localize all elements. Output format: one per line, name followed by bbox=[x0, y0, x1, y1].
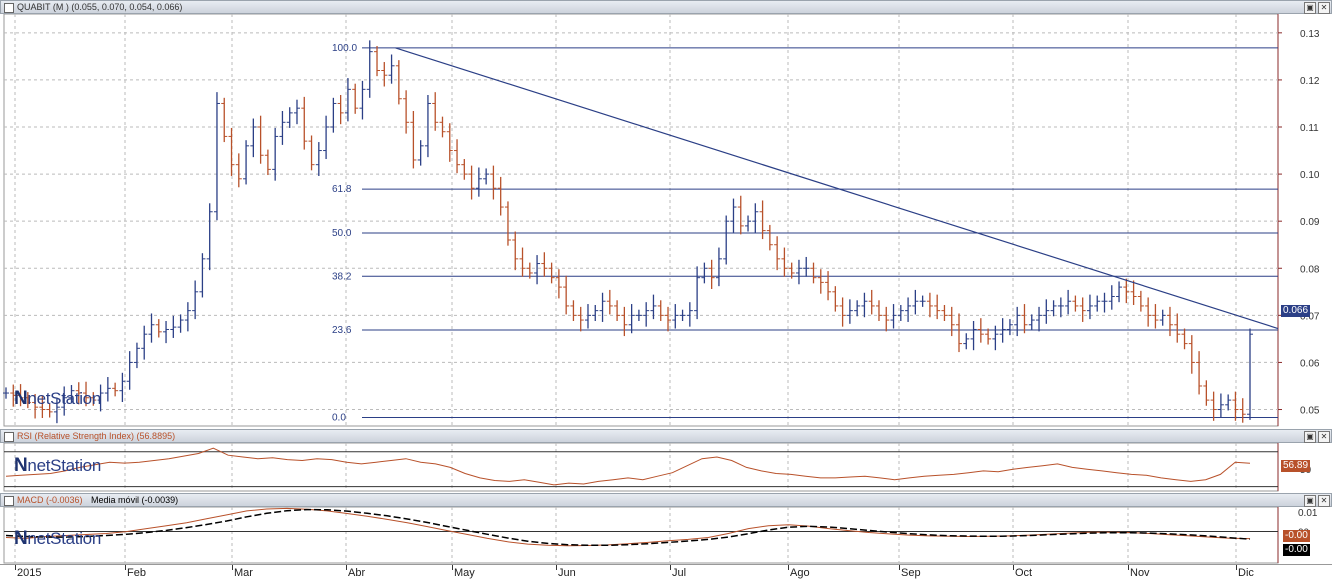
x-tick bbox=[899, 565, 900, 570]
x-tick bbox=[346, 565, 347, 570]
rsi-line bbox=[5, 447, 1251, 486]
rsi-chart: 50 bbox=[3, 443, 1312, 492]
rsi-panel-header: RSI (Relative Strength Index) (56.8895) … bbox=[0, 429, 1332, 443]
restore-button[interactable]: ▣ bbox=[1304, 2, 1316, 14]
close-button[interactable]: ✕ bbox=[1318, 431, 1330, 443]
fib-label: 61.8 bbox=[332, 184, 352, 195]
price-chart: 0.050.060.070.080.090.100.110.120.13100.… bbox=[3, 14, 1320, 427]
fib-label: 100.0 bbox=[332, 43, 357, 54]
x-tick bbox=[1236, 565, 1237, 570]
x-tick-label: Feb bbox=[127, 567, 146, 579]
x-tick-label: Mar bbox=[234, 567, 253, 579]
x-tick bbox=[556, 565, 557, 570]
x-tick-label: Dic bbox=[1238, 567, 1254, 579]
logo-text: netStation bbox=[27, 456, 101, 475]
x-tick bbox=[125, 565, 126, 570]
x-tick bbox=[788, 565, 789, 570]
y-tick-label: 0.09 bbox=[1300, 217, 1320, 228]
logo-text: netStation bbox=[27, 389, 101, 408]
plot-area bbox=[3, 443, 1279, 492]
plot-area bbox=[3, 507, 1279, 564]
signal-title: Media móvil (-0.0039) bbox=[91, 495, 179, 505]
trendline bbox=[395, 47, 1279, 330]
plot-area bbox=[3, 14, 1279, 427]
x-tick-label: Sep bbox=[901, 567, 921, 579]
signal-last-tag: -0.00 bbox=[1283, 544, 1310, 556]
netstation-logo: NnetStation bbox=[14, 455, 101, 477]
signal-line bbox=[5, 508, 1251, 547]
panel-checkbox[interactable] bbox=[4, 432, 14, 442]
fib-label: 0.0 bbox=[332, 413, 346, 424]
x-tick-label: Abr bbox=[348, 567, 366, 579]
x-tick-label: Ago bbox=[790, 567, 810, 579]
macd-last-tag: -0.00 bbox=[1283, 530, 1310, 542]
price-panel-header: QUABIT (M ) (0.055, 0.070, 0.054, 0.066)… bbox=[0, 0, 1332, 14]
x-tick-label: Nov bbox=[1130, 567, 1150, 579]
x-tick-label: 2015 bbox=[17, 567, 42, 579]
price-panel-title: QUABIT (M ) (0.055, 0.070, 0.054, 0.066) bbox=[17, 2, 183, 12]
logo-text: netStation bbox=[27, 529, 101, 548]
panel-checkbox[interactable] bbox=[4, 496, 14, 506]
fib-label: 23.6 bbox=[332, 325, 352, 336]
x-tick-label: Jul bbox=[672, 567, 687, 579]
x-tick bbox=[1128, 565, 1129, 570]
x-tick-label: Oct bbox=[1015, 567, 1033, 579]
netstation-logo: NnetStation bbox=[14, 388, 101, 410]
y-tick-label: 0.06 bbox=[1300, 358, 1320, 369]
macd-panel-header: MACD (-0.0036) Media móvil (-0.0039) ▣ ✕ bbox=[0, 493, 1332, 507]
logo-mark: N bbox=[14, 455, 28, 476]
restore-button[interactable]: ▣ bbox=[1304, 495, 1316, 507]
x-tick bbox=[1013, 565, 1014, 570]
y-tick-label: 0.08 bbox=[1300, 264, 1320, 275]
x-axis: 2015 Feb Mar Abr May Jun Jul Ago Sep Oct Nov Dic bbox=[0, 564, 1332, 583]
x-tick bbox=[452, 565, 453, 570]
rsi-last-tag: 56.89 bbox=[1281, 460, 1311, 472]
netstation-logo: NnetStation bbox=[14, 528, 101, 550]
macd-panel-title: MACD (-0.0036) Media móvil (-0.0039) bbox=[17, 495, 178, 505]
x-tick-label: May bbox=[454, 567, 475, 579]
panel-checkbox[interactable] bbox=[4, 3, 14, 13]
fib-label: 50.0 bbox=[332, 228, 352, 239]
y-tick-label: 0.10 bbox=[1300, 170, 1320, 181]
close-button[interactable]: ✕ bbox=[1318, 2, 1330, 14]
y-tick-label: 0.13 bbox=[1300, 29, 1320, 40]
rsi-panel-title: RSI (Relative Strength Index) (56.8895) bbox=[17, 431, 176, 441]
macd-title: MACD (-0.0036) bbox=[17, 495, 83, 505]
x-tick bbox=[232, 565, 233, 570]
x-tick bbox=[15, 565, 16, 570]
price-last-tag: 0.066 bbox=[1281, 305, 1311, 317]
restore-button[interactable]: ▣ bbox=[1304, 431, 1316, 443]
y-tick-label: 0.05 bbox=[1300, 406, 1320, 417]
y-tick-label: 0.11 bbox=[1300, 123, 1319, 134]
macd-chart: 0.0100 bbox=[3, 507, 1318, 564]
fib-label: 38.2 bbox=[332, 271, 352, 282]
x-tick-label: Jun bbox=[558, 567, 576, 579]
logo-mark: N bbox=[14, 388, 28, 409]
y-tick-label: 0.01 bbox=[1298, 508, 1318, 519]
logo-mark: N bbox=[14, 528, 28, 549]
x-tick bbox=[670, 565, 671, 570]
close-button[interactable]: ✕ bbox=[1318, 495, 1330, 507]
y-tick-label: 0.12 bbox=[1300, 76, 1320, 87]
